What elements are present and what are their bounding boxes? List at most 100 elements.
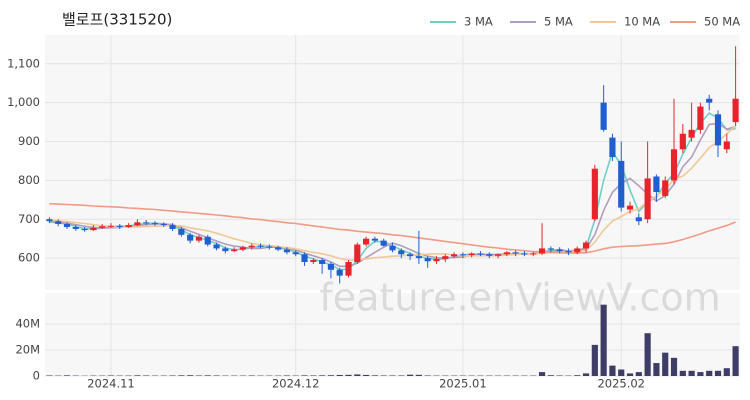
volume-bar	[591, 344, 598, 376]
volume-bar	[195, 375, 203, 376]
volume-bar	[354, 374, 361, 376]
candle-body	[151, 223, 159, 225]
candle-body	[670, 149, 678, 181]
candle-body	[354, 244, 361, 263]
volume-bar	[574, 375, 581, 376]
candle-body	[90, 227, 97, 231]
volume-bar	[345, 374, 352, 376]
candle-body	[494, 254, 502, 256]
candle-body	[662, 180, 669, 196]
candle-body	[688, 129, 695, 138]
volume-bar	[679, 370, 686, 376]
volume-bar	[336, 374, 343, 376]
candle-body	[635, 217, 642, 222]
volume-bar	[363, 374, 370, 376]
volume-bar	[653, 363, 660, 376]
candle-body	[327, 263, 334, 270]
watermark: feature.enViewV.com	[319, 276, 720, 320]
candle-body	[72, 227, 79, 229]
y-tick-label: 700	[18, 212, 40, 226]
volume-bar	[732, 346, 739, 376]
candle-body	[319, 260, 326, 264]
candle-body	[99, 226, 106, 228]
candle-body	[46, 219, 53, 222]
candle-body	[679, 133, 686, 150]
candle-body	[415, 256, 422, 259]
volume-bar	[538, 372, 546, 376]
volume-bar	[697, 372, 704, 376]
volume-bar	[398, 375, 405, 376]
candle-body	[292, 252, 299, 255]
candle-body	[653, 176, 660, 193]
legend-label: 50 MA	[704, 15, 740, 29]
volume-bar	[248, 375, 255, 376]
candle-body	[565, 251, 572, 253]
candle-body	[222, 248, 229, 252]
candle-body	[582, 242, 590, 249]
volume-bar	[714, 370, 722, 376]
volume-bar	[169, 375, 176, 376]
candle-body	[195, 236, 203, 241]
volume-bar	[415, 374, 422, 376]
x-tick-label: 2024.12	[272, 377, 320, 391]
volume-bar	[723, 368, 730, 376]
candle-body	[125, 225, 132, 228]
candle-body	[530, 253, 537, 255]
candle-body	[424, 258, 431, 262]
candle-body	[626, 205, 634, 210]
candle-body	[644, 178, 651, 220]
candle-body	[178, 228, 185, 235]
candle-body	[442, 256, 449, 259]
y-tick-label: 600	[18, 251, 40, 265]
volume-bar	[134, 375, 141, 376]
volume-bar	[609, 365, 616, 376]
candle-body	[732, 98, 739, 123]
candle-body	[459, 254, 466, 256]
volume-bar	[380, 375, 387, 376]
candle-body	[231, 249, 238, 252]
candle-body	[714, 114, 722, 146]
candle-body	[301, 254, 308, 263]
candle-body	[556, 249, 563, 252]
candle-body	[547, 248, 554, 250]
volume-bar	[204, 375, 211, 376]
candle-body	[538, 248, 546, 254]
volume-bar	[310, 375, 317, 376]
volume-bar	[556, 375, 563, 376]
candle-body	[116, 225, 123, 228]
candle-body	[169, 225, 176, 229]
y-tick-label: 0	[33, 369, 40, 383]
volume-bar	[688, 370, 695, 376]
candle-body	[600, 102, 607, 130]
volume-bar	[46, 375, 53, 376]
candle-body	[609, 137, 616, 158]
candle-body	[134, 222, 141, 226]
candle-body	[723, 141, 730, 150]
ma-line	[49, 202, 736, 254]
legend-label: 10 MA	[624, 15, 660, 29]
volume-bar	[662, 352, 669, 376]
candle-body	[512, 252, 519, 254]
y-tick-label: 900	[18, 134, 40, 148]
candle-body	[389, 245, 396, 251]
candle-body	[213, 244, 220, 249]
volume-bar	[644, 333, 651, 376]
candle-body	[618, 160, 625, 208]
candle-body	[204, 236, 211, 245]
volume-bar	[301, 375, 308, 376]
chart-title: 밸로프(331520)	[62, 11, 172, 29]
volume-bar	[389, 375, 396, 376]
candle-body	[486, 254, 493, 256]
volume-bar	[670, 357, 678, 376]
volume-bar	[547, 375, 554, 376]
volume-bar	[706, 370, 713, 376]
candle-body	[257, 245, 264, 247]
legend-label: 5 MA	[544, 15, 573, 29]
candle-body	[477, 253, 484, 255]
candle-body	[107, 225, 115, 227]
candle-body	[143, 222, 150, 224]
volume-bar	[143, 375, 150, 376]
x-tick-label: 2025.01	[439, 377, 487, 391]
volume-bar	[187, 375, 194, 376]
